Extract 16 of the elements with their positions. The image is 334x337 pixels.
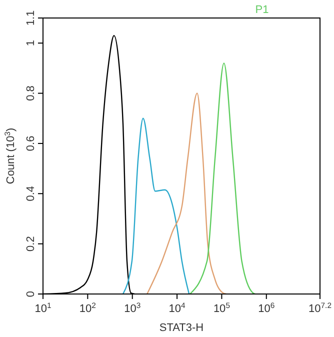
x-tick-label: 10$^{3}$ — [124, 300, 141, 315]
x-tick-label: 10$^{2}$ — [79, 300, 96, 315]
y-tick-label: 0.2 — [25, 236, 37, 252]
x-tick-label: 10$^{1}$ — [34, 300, 52, 315]
y-tick-label: 1.1 — [25, 10, 37, 26]
text: P1 — [255, 4, 269, 16]
x-tick-label: 10$^{6}$ — [258, 300, 275, 315]
y-tick-label: 0 — [25, 290, 37, 298]
x-tick-label: 10$^{4}$ — [168, 300, 186, 315]
x-tick-label: 10$^{5}$ — [213, 300, 230, 315]
y-tick-label: 0.4 — [25, 186, 37, 202]
x-axis-title: STAT3-H — [159, 322, 204, 334]
y-tick-label: 0.6 — [25, 136, 37, 152]
x-tick-label: 10$^{7.2}$ — [308, 300, 332, 315]
y-tick-label: 0.8 — [25, 86, 37, 101]
y-tick-label: 1 — [25, 40, 37, 46]
